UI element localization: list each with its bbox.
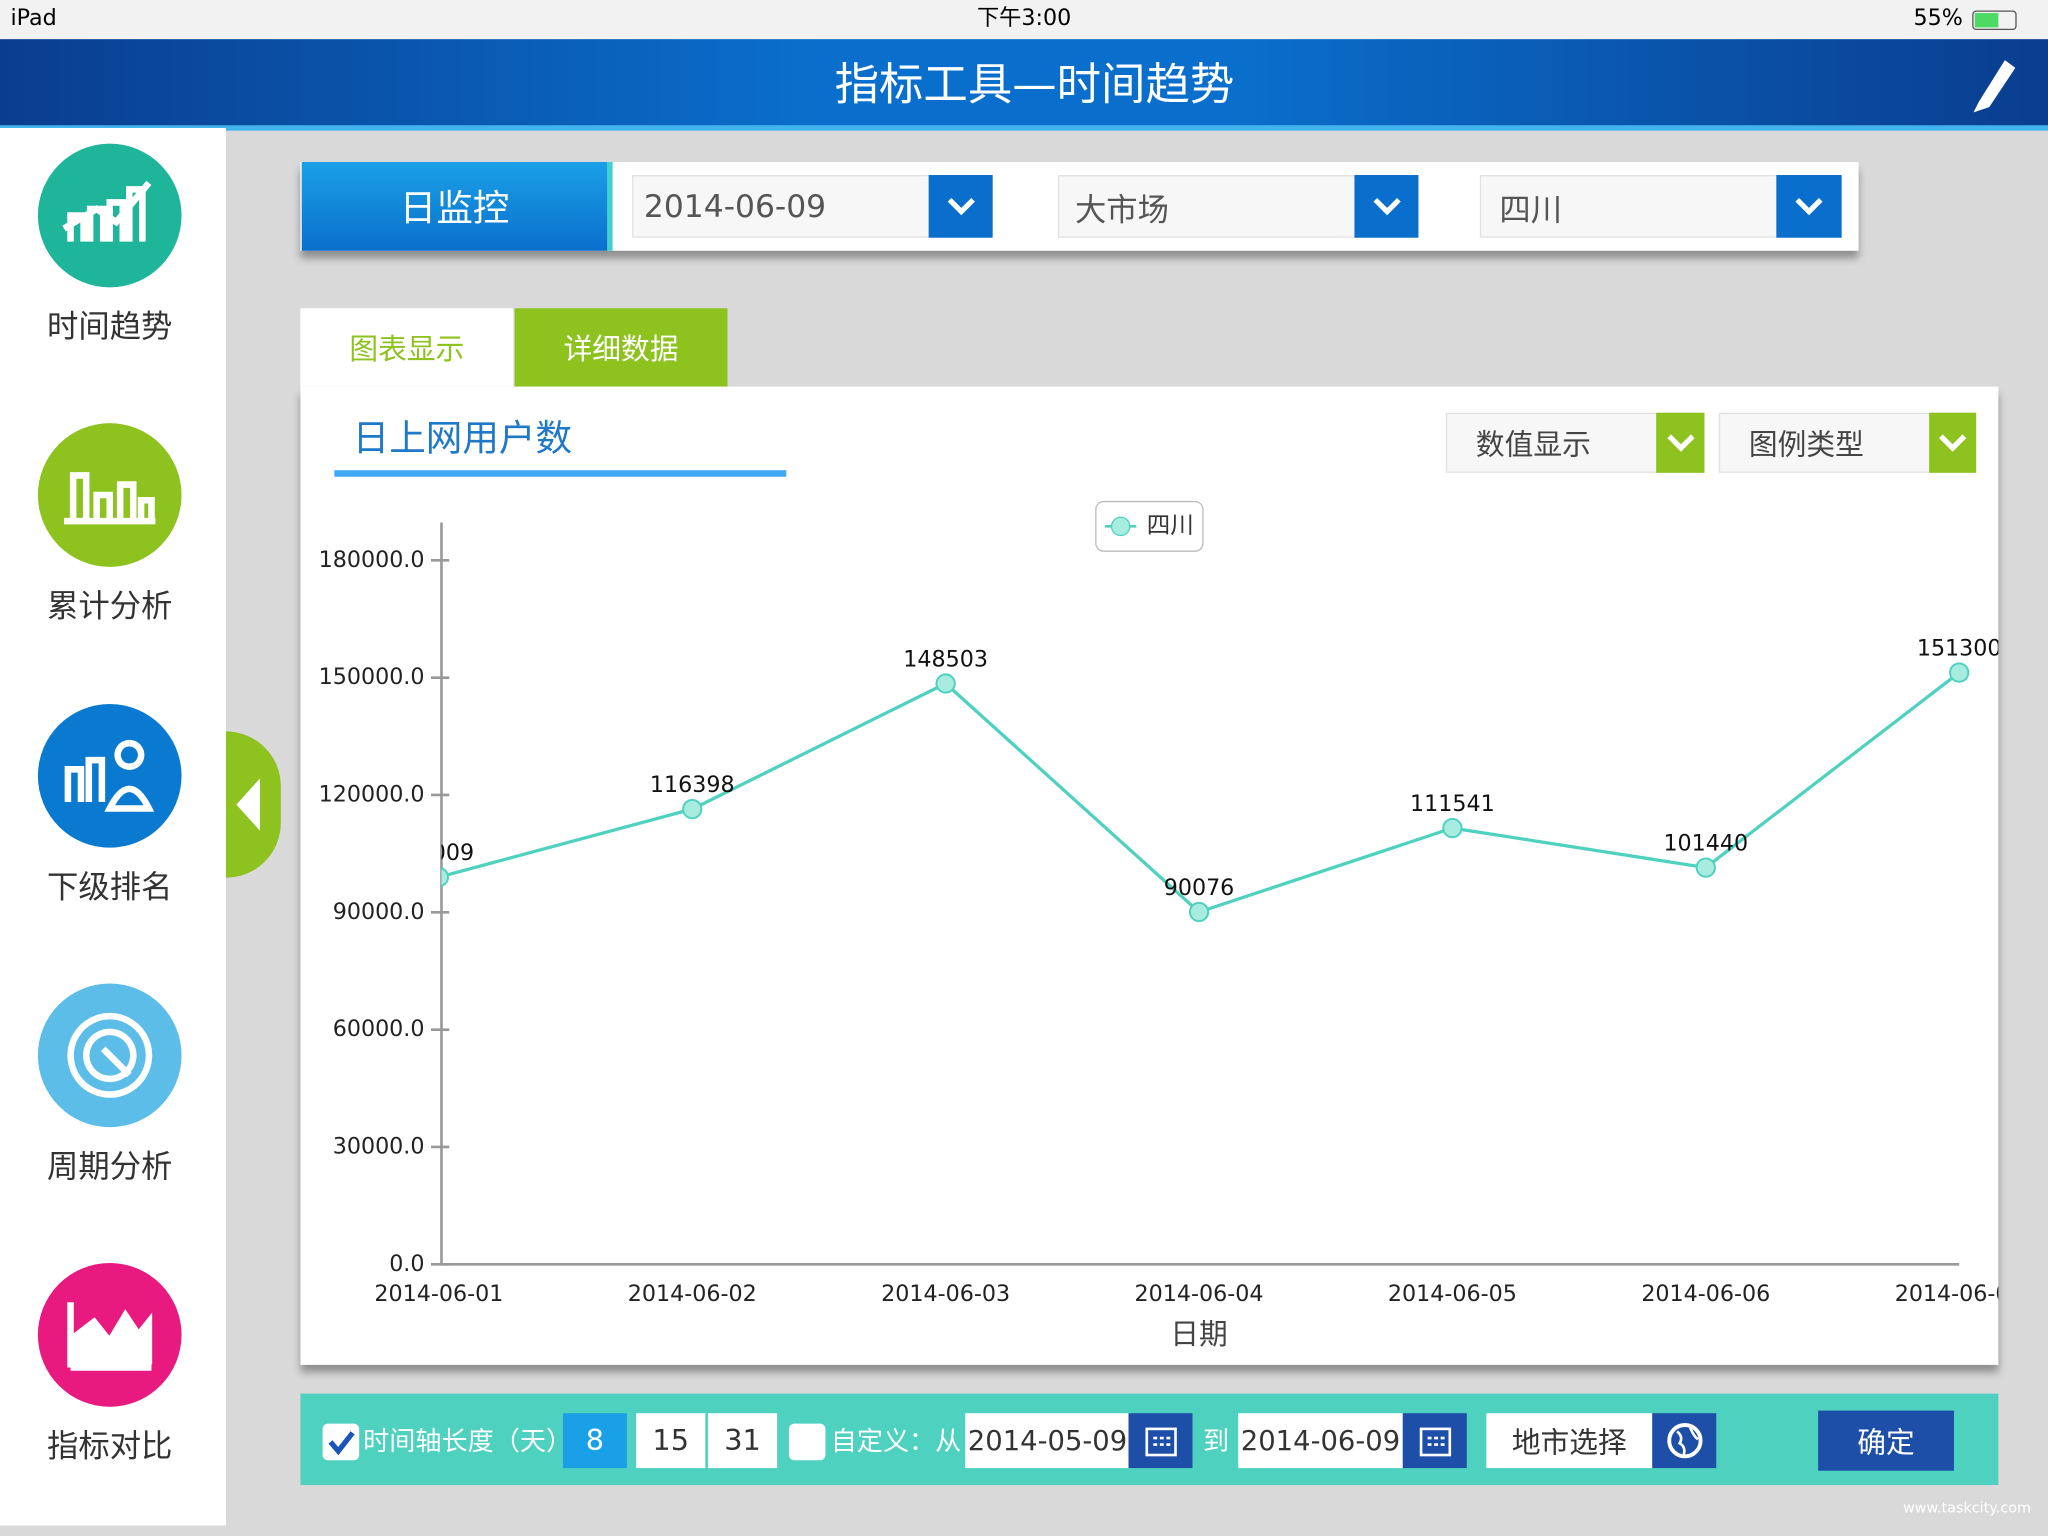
city-label: 地市选择: [1511, 1427, 1627, 1461]
to-label: 到: [1202, 1424, 1230, 1457]
battery-level: 55%: [1913, 5, 1963, 32]
header: 指标工具—时间趋势: [0, 39, 2048, 131]
check: [328, 1431, 355, 1456]
calendar-button[interactable]: [1402, 1413, 1467, 1469]
chevron-icon: [1666, 434, 1694, 452]
control-label: 数值显示: [1475, 429, 1591, 463]
confirm-button[interactable]: 确定: [1818, 1410, 1954, 1471]
nav-label[interactable]: 下级排名: [47, 868, 173, 905]
from-date[interactable]: 2014-05-09: [965, 1413, 1130, 1469]
date-value: 2014-06-09: [643, 188, 827, 225]
title-underline: [334, 470, 787, 477]
control-label: 图例类型: [1748, 429, 1864, 463]
chart-panel: [300, 386, 1999, 1365]
nav-icon[interactable]: [30, 138, 189, 297]
nav-icon[interactable]: [30, 698, 189, 857]
custom-checkbox[interactable]: [788, 1423, 826, 1461]
calendar: [1419, 1427, 1451, 1457]
icon-glyph: [62, 180, 152, 242]
chevron: [1666, 434, 1694, 452]
confirm-label: 确定: [1857, 1427, 1915, 1461]
length-value: 31: [724, 1424, 761, 1457]
region-value: 四川: [1499, 191, 1563, 228]
market-value: 大市场: [1074, 191, 1169, 228]
edit-icon[interactable]: [1966, 52, 2018, 115]
device-name: iPad: [10, 5, 57, 32]
icon-glyph: [67, 1012, 153, 1098]
globe-button[interactable]: [1652, 1413, 1717, 1469]
chevron: [1372, 197, 1401, 216]
icon-circle: [37, 1263, 182, 1407]
city-select[interactable]: 地市选择: [1486, 1413, 1653, 1469]
nav-label[interactable]: 时间趋势: [47, 308, 173, 345]
nav-icon[interactable]: [30, 418, 189, 577]
nav-label[interactable]: 周期分析: [47, 1147, 173, 1185]
dropdown-button[interactable]: [1776, 175, 1842, 238]
nav-icon[interactable]: [30, 1258, 189, 1417]
nav-label[interactable]: 累计分析: [47, 588, 173, 625]
axis-length-label: 时间轴长度（天）: [363, 1424, 573, 1457]
chevron-icon: [1795, 197, 1823, 216]
chevron-icon: [1939, 434, 1967, 452]
calendar-icon: [1144, 1427, 1177, 1457]
length-value: 15: [652, 1424, 689, 1457]
calendar-button[interactable]: [1128, 1413, 1193, 1469]
calendar-grid: [1426, 1436, 1444, 1446]
icon-circle: [37, 703, 182, 848]
arrow: [236, 778, 260, 831]
calendar-grid: [1152, 1436, 1170, 1446]
from-value: 2014-05-09: [967, 1424, 1128, 1457]
battery-fill: [1974, 13, 1999, 28]
calendar: [1144, 1427, 1177, 1457]
icon-glyph: [63, 472, 156, 525]
chevron: [1795, 197, 1823, 216]
nav-label[interactable]: 指标对比: [47, 1427, 173, 1465]
to-value: 2014-06-09: [1240, 1424, 1401, 1457]
tab-label: 图表显示: [349, 334, 465, 368]
checkmark: [328, 1431, 355, 1456]
length-option[interactable]: 8: [562, 1413, 627, 1469]
dropdown-button[interactable]: [1354, 175, 1419, 238]
chevron-icon: [1372, 197, 1401, 216]
nav-icon[interactable]: [30, 978, 189, 1137]
icon-glyph: [67, 1302, 153, 1372]
dropdown-button[interactable]: [1656, 412, 1705, 473]
chevron: [1939, 434, 1967, 452]
globe: [1666, 1423, 1702, 1459]
length-option[interactable]: 15: [636, 1413, 706, 1469]
pencil: [1973, 60, 2016, 113]
axis-length-checkbox[interactable]: [322, 1423, 360, 1461]
mode-button[interactable]: 日监控: [301, 161, 613, 251]
collapse-tab[interactable]: [225, 731, 281, 878]
tab-label: 详细数据: [563, 334, 679, 368]
calendar-icon: [1419, 1427, 1451, 1457]
dropdown-button[interactable]: [1929, 412, 1977, 473]
to-date[interactable]: 2014-06-09: [1238, 1413, 1403, 1469]
header-title: 指标工具—时间趋势: [834, 58, 1235, 112]
tab-detail[interactable]: 详细数据: [514, 308, 728, 387]
chevron-icon: [947, 197, 975, 216]
custom-label: 自定义：从: [830, 1424, 962, 1457]
globe-icon: [1666, 1423, 1702, 1459]
icon-glyph: [64, 739, 155, 812]
watermark: www.taskcity.com: [1903, 1499, 2032, 1517]
tab-chart[interactable]: 图表显示: [300, 308, 514, 387]
collapse-arrow: [236, 778, 260, 831]
battery-icon: [1972, 10, 2017, 31]
status-bar: iPad 下午3:00 55%: [0, 0, 2048, 40]
mode-label: 日监控: [399, 186, 510, 230]
length-option[interactable]: 31: [707, 1413, 778, 1469]
globe-land: [1675, 1427, 1699, 1456]
length-value: 8: [585, 1424, 605, 1457]
chevron: [947, 197, 975, 216]
dropdown-button[interactable]: [928, 175, 993, 238]
clock: 下午3:00: [976, 5, 1072, 32]
